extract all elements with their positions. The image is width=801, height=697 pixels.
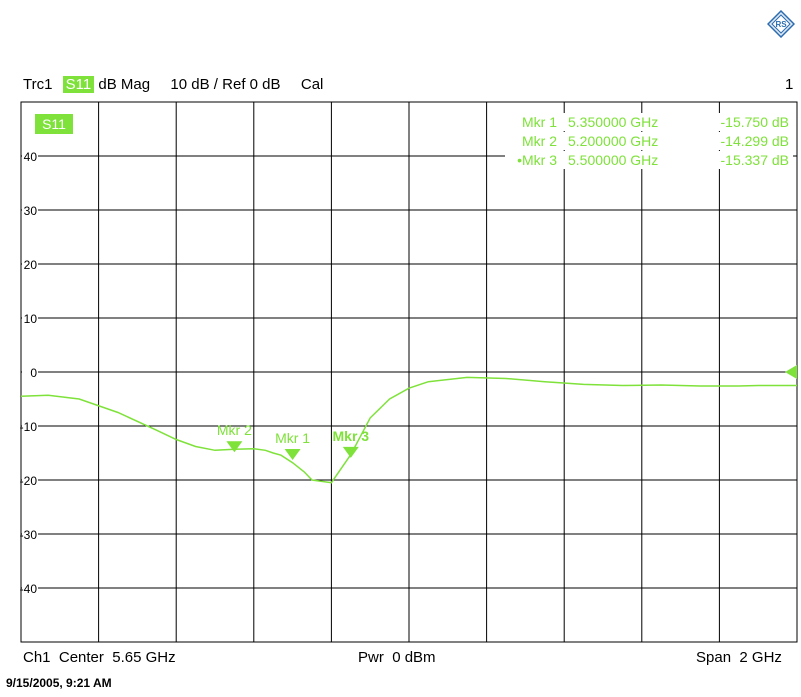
footer-channel-center: Ch1 Center 5.65 GHz — [23, 649, 176, 666]
trace-label-badge[interactable] — [35, 114, 73, 134]
channel-label[interactable]: Ch1 — [23, 649, 51, 666]
marker-readout-label[interactable]: Mkr 2 — [522, 133, 557, 149]
s11-trace-line[interactable] — [20, 376, 797, 484]
marker-tag: Mkr 3 — [333, 428, 370, 444]
y-tick-label-bg — [22, 472, 38, 488]
y-tick-label: -20 — [20, 474, 38, 488]
y-tick-label: -30 — [20, 528, 38, 542]
span-label: Span — [696, 649, 732, 666]
marker-readout-value: -15.337 dB — [721, 152, 790, 168]
marker-readout-bg — [505, 151, 793, 169]
center-value[interactable]: 5.65 GHz — [112, 649, 176, 666]
center-label: Center — [58, 649, 104, 666]
marker-tag: Mkr 1 — [275, 430, 310, 446]
marker-readout-value: -14.299 dB — [721, 133, 790, 149]
y-tick-label-bg — [22, 310, 38, 326]
span-value[interactable]: 2 GHz — [739, 649, 782, 666]
marker-tag: Mkr 2 — [217, 422, 252, 438]
marker-triangle-icon[interactable] — [284, 449, 301, 461]
window-number: 1 — [785, 76, 794, 93]
marker-readout-bg — [505, 132, 793, 150]
trace-label: S11 — [42, 116, 66, 132]
power-label: Pwr — [358, 649, 384, 666]
y-tick-label-bg — [22, 580, 38, 596]
footer-power: Pwr 0 dBm — [358, 649, 436, 666]
cal-status: Cal — [300, 76, 324, 93]
marker-readout-frequency: 5.200000 GHz — [568, 133, 658, 149]
y-tick-label: -40 — [20, 582, 38, 596]
rohde-schwarz-logo-icon: RS — [766, 9, 796, 39]
y-tick-label: 30 — [24, 204, 38, 218]
marker-readout-frequency: 5.500000 GHz — [568, 152, 658, 168]
y-tick-label: -10 — [20, 420, 38, 434]
timestamp: 9/15/2005, 9:21 AM — [6, 676, 112, 690]
y-tick-label-bg — [22, 364, 38, 380]
trace-ref[interactable]: Ref 0 dB — [222, 76, 281, 93]
power-value[interactable]: 0 dBm — [392, 649, 436, 666]
marker-readout-frequency: 5.350000 GHz — [568, 114, 658, 130]
y-tick-label-bg — [22, 202, 38, 218]
marker-triangle-icon[interactable] — [226, 441, 243, 453]
reference-level-arrow-icon[interactable] — [785, 365, 797, 379]
footer-span: Span 2 GHz — [696, 649, 782, 666]
y-tick-label: 20 — [24, 258, 38, 272]
trace-header: Trc1 S11 dB Mag 10 dB / Ref 0 dB Cal — [23, 76, 323, 94]
svg-text:RS: RS — [775, 20, 787, 29]
y-tick-label: 40 — [24, 150, 38, 164]
marker-readout-bg — [505, 113, 793, 131]
trace-parameter-badge[interactable]: S11 — [62, 76, 95, 93]
y-tick-label: 10 — [24, 312, 38, 326]
marker-readout-value: -15.750 dB — [721, 114, 790, 130]
trace-name[interactable]: Trc1 — [23, 76, 53, 93]
y-tick-label-bg — [22, 418, 38, 434]
y-tick-label-bg — [22, 148, 38, 164]
marker-readout-label[interactable]: Mkr 1 — [522, 114, 557, 130]
y-tick-label: 0 — [30, 366, 37, 380]
trace-scale[interactable]: 10 dB / — [170, 76, 218, 93]
marker-readout-label[interactable]: •Mkr 3 — [517, 152, 557, 168]
y-tick-label-bg — [22, 256, 38, 272]
marker-triangle-icon[interactable] — [342, 446, 359, 458]
trace-format[interactable]: dB Mag — [98, 76, 151, 93]
y-tick-label-bg — [22, 526, 38, 542]
